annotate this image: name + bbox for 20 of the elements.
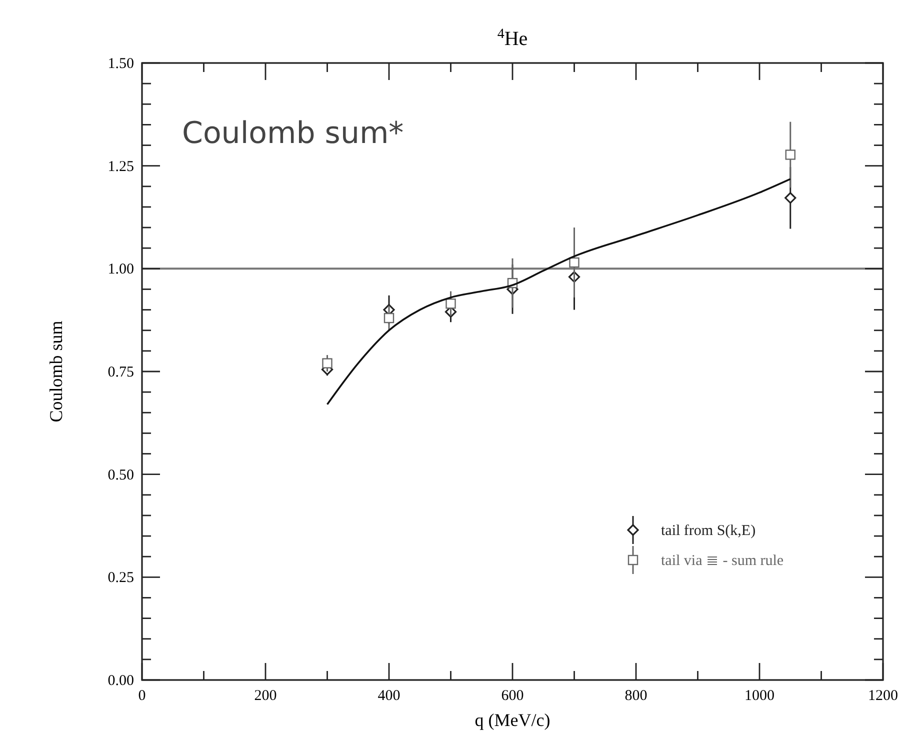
y-tick-label: 0.75: [108, 364, 134, 380]
chart-title: $^{4}$He: [497, 26, 528, 50]
legend-label: tail from S(k,E): [661, 523, 756, 539]
x-tick-label: 400: [378, 688, 400, 704]
y-tick-label: 0.00: [108, 673, 134, 689]
x-tick-label: 1000: [744, 688, 774, 704]
y-axis-title: Coulomb sum: [46, 320, 66, 422]
x-tick-label: 200: [254, 688, 277, 704]
x-tick-label: 800: [624, 688, 648, 704]
y-tick-label: 1.50: [108, 56, 134, 72]
annotation: Coulomb sum*: [182, 116, 404, 151]
y-tick-label: 1.25: [108, 158, 134, 175]
x-tick-label: 600: [501, 688, 524, 704]
legend-label: tail via ≣ - sum rule: [661, 553, 784, 569]
y-tick-label: 0.50: [108, 467, 134, 484]
x-tick-label: 1200: [868, 688, 898, 704]
y-tick-label: 1.00: [108, 262, 134, 278]
y-tick-label: 0.25: [108, 570, 134, 586]
x-tick-label: 0: [138, 688, 146, 704]
x-axis-title: q (MeV/c): [474, 710, 550, 730]
